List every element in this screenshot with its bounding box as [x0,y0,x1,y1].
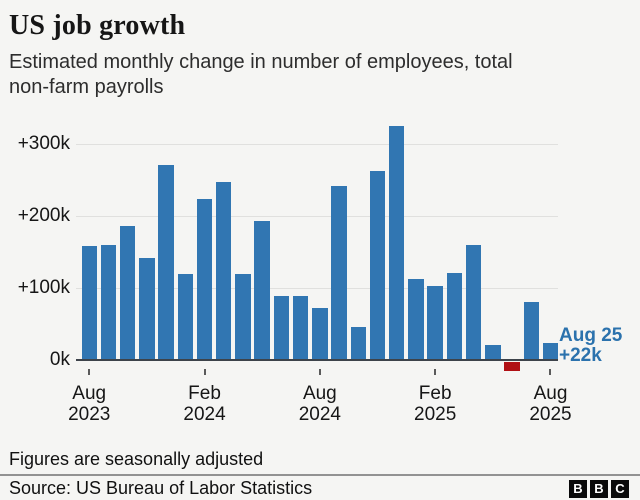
bar-aug-2024 [312,307,328,359]
bar-aug-2025 [542,343,559,359]
bar-oct-2023 [119,225,136,359]
footnote: Figures are seasonally adjusted [9,449,264,469]
bar-jun-2025 [504,361,520,371]
bar-apr-2025 [465,245,482,359]
y-gridline [76,143,558,145]
x-axis-label-year: 2024 [298,404,341,425]
x-axis-label-month: Aug [533,383,568,404]
latest-point-annotation: Aug 25 +22k [559,326,622,365]
x-axis-label-month: Aug [302,383,337,404]
bar-jun-2024 [273,296,290,359]
annotation-date: Aug 25 [559,325,623,346]
annotation-value: +22k [559,344,602,366]
bbc-logo-letter: B [569,479,587,498]
x-axis-label: Aug 2025 [505,383,595,425]
y-axis-label: +200k [17,205,70,226]
bar-apr-2024 [235,274,251,359]
x-axis-label-year: 2023 [68,404,111,425]
bar-mar-2025 [446,272,463,359]
bar-dec-2023 [158,165,174,359]
bar-feb-2025 [427,285,443,359]
y-axis-label: 0k [49,349,70,370]
x-axis-label: Aug 2024 [275,383,365,425]
y-gridline [76,215,558,217]
bar-feb-2024 [196,199,213,359]
bar-oct-2024 [350,327,366,359]
x-axis-tick [549,369,552,375]
source-text: Source: US Bureau of Labor Statistics [9,478,313,498]
bbc-logo-letter: C [611,479,629,498]
bar-nov-2023 [139,258,155,359]
x-axis-label: Feb 2024 [160,383,250,425]
x-axis-tick [88,369,91,375]
y-gridline [76,287,558,289]
x-axis-label: Feb 2025 [390,383,480,425]
bar-jul-2025 [523,302,539,359]
x-axis-tick [203,369,206,375]
x-axis-label-year: 2025 [529,404,572,425]
bar-sep-2024 [331,186,347,359]
x-axis-baseline [76,358,558,362]
x-axis-tick [318,369,321,375]
footer-divider [0,474,640,476]
chart-subtitle: Estimated monthly change in number of em… [9,51,513,98]
x-axis-label-month: Feb [418,383,452,404]
chart-title: US job growth [9,10,186,41]
x-axis-label-year: 2025 [414,404,457,425]
y-axis-label: +100k [17,277,70,298]
bar-aug-2023 [81,245,97,359]
x-axis-tick [434,369,437,375]
x-axis-label-year: 2024 [183,404,226,425]
bar-jan-2025 [408,279,424,359]
x-axis-label: Aug 2023 [44,383,134,425]
source-bar: Source: US Bureau of Labor Statistics B … [0,477,640,500]
bar-jan-2024 [177,274,193,359]
bar-dec-2024 [389,126,405,359]
x-axis-label-month: Aug [72,383,107,404]
bbc-logo: B B C [569,479,629,498]
bar-sep-2023 [100,244,117,359]
y-axis-label: +300k [17,133,70,154]
x-axis-label-month: Feb [188,383,221,404]
bar-jul-2024 [292,295,309,359]
bar-may-2024 [254,220,270,359]
bbc-logo-letter: B [590,479,608,498]
bar-nov-2024 [369,171,386,359]
bar-may-2025 [485,345,501,359]
bar-mar-2024 [216,181,232,359]
